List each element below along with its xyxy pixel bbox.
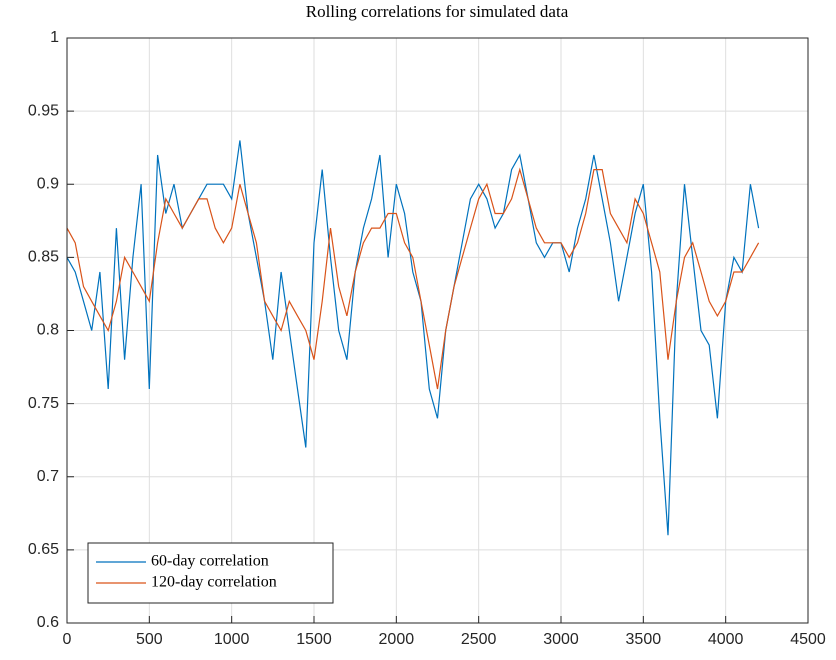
chart-title: Rolling correlations for simulated data	[306, 2, 569, 21]
legend-box	[87, 542, 334, 604]
x-tick-label: 1500	[296, 631, 332, 648]
x-tick-label: 4500	[790, 631, 826, 648]
x-tick-label: 2000	[379, 631, 415, 648]
y-tick-label: 0.85	[28, 249, 59, 266]
x-tick-label: 1000	[214, 631, 250, 648]
x-tick-label: 0	[63, 631, 72, 648]
y-tick-label: 0.75	[28, 395, 59, 412]
x-tick-label: 4000	[708, 631, 744, 648]
y-tick-label: 1	[50, 29, 59, 46]
plot-frame	[66, 37, 809, 624]
series-line	[66, 167, 760, 390]
x-tick-label: 3500	[626, 631, 662, 648]
y-tick-label: 0.9	[37, 175, 59, 192]
legend-label: 60-day correlation	[151, 553, 269, 570]
y-tick-label: 0.95	[28, 102, 59, 119]
x-tick-label: 2500	[461, 631, 497, 648]
x-tick-label: 3000	[543, 631, 579, 648]
y-tick-label: 0.65	[28, 541, 59, 558]
legend-label: 120-day correlation	[151, 574, 277, 591]
x-tick-label: 500	[136, 631, 163, 648]
legend: 60-day correlation 120-day correlation	[87, 542, 334, 604]
y-tick-label: 0.8	[37, 322, 59, 339]
y-tick-label: 0.6	[37, 614, 59, 631]
series-line	[66, 140, 760, 536]
y-tick-label: 0.7	[37, 468, 59, 485]
